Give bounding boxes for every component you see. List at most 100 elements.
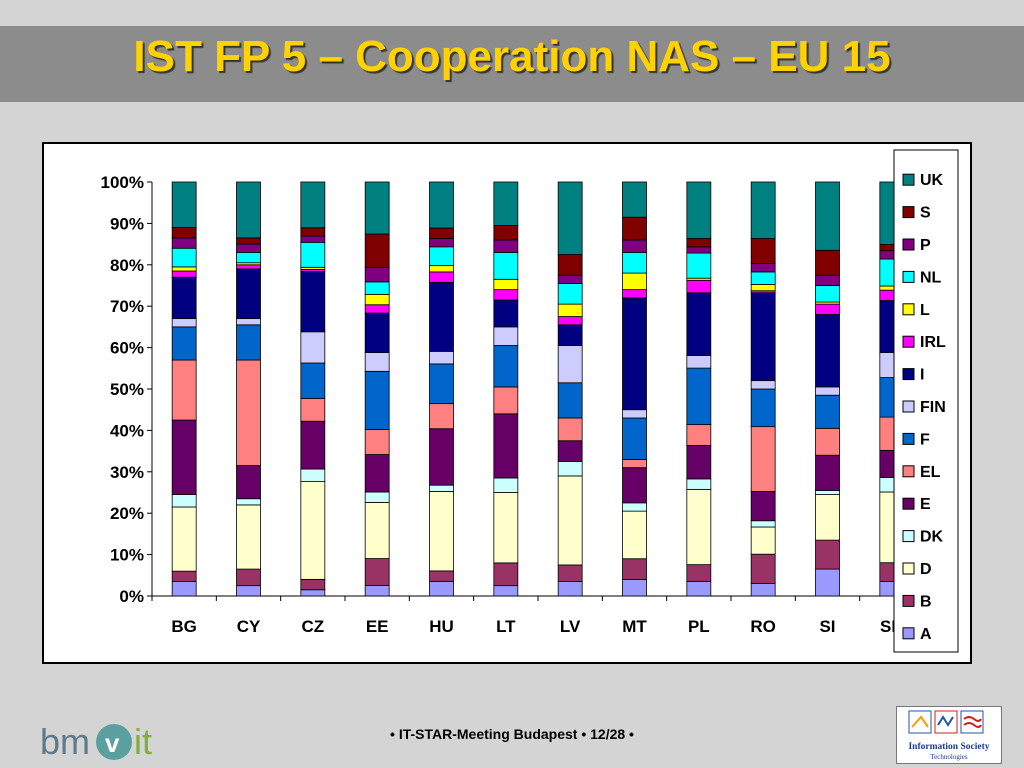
x-tick-label: BG <box>171 617 197 636</box>
bar-hu-irl <box>429 271 454 283</box>
bar-si-b <box>815 539 840 570</box>
bar-pl-d <box>686 488 712 566</box>
bar-hu-d <box>429 491 454 572</box>
bar-cz-a <box>300 589 326 597</box>
svg-text:Technologies: Technologies <box>930 753 967 761</box>
bar-pl-f <box>686 367 712 425</box>
bar-mt-i <box>622 297 647 411</box>
bar-ee-a <box>364 585 390 597</box>
bar-si-a <box>815 568 840 597</box>
legend-swatch-f <box>902 432 915 445</box>
legend-label-p: P <box>920 237 931 254</box>
bar-lv-dk <box>557 461 583 477</box>
bar-pl-dk <box>686 478 712 490</box>
bar-hu-f <box>429 363 454 405</box>
bar-hu-s <box>429 227 454 239</box>
bar-hu-el <box>429 403 454 430</box>
legend-swatch-dk <box>902 530 915 543</box>
bar-mt-p <box>622 239 647 253</box>
bar-lt-uk <box>493 181 519 226</box>
bar-cy-a <box>236 585 261 597</box>
bar-lv-a <box>557 581 583 597</box>
bar-cz-el <box>300 397 326 422</box>
bar-cy-i <box>236 268 261 320</box>
bar-pl-el <box>686 424 712 446</box>
bar-lt-fin <box>493 326 519 346</box>
bar-cz-i <box>300 271 326 333</box>
legend-label-e: E <box>920 496 931 513</box>
bar-ro-i <box>750 292 776 382</box>
bar-ro-dk <box>750 520 776 528</box>
bar-mt-e <box>622 467 647 504</box>
bar-si-p <box>815 274 840 286</box>
bar-ee-uk <box>364 181 390 235</box>
bar-lt-f <box>493 345 519 388</box>
legend-swatch-p <box>902 238 915 251</box>
bar-ee-p <box>364 266 390 283</box>
bar-cz-nl <box>300 241 326 268</box>
bar-lv-f <box>557 382 583 419</box>
bar-hu-a <box>429 580 454 597</box>
bar-bg-uk <box>171 181 197 228</box>
bar-lt-e <box>493 413 519 479</box>
bar-lv-s <box>557 254 583 276</box>
bar-hu-uk <box>429 181 454 229</box>
bar-cz-s <box>300 227 326 237</box>
bar-ee-fin <box>364 352 390 372</box>
bar-lt-d <box>493 492 519 564</box>
bar-bg-irl <box>171 270 197 278</box>
bar-hu-l <box>429 265 454 273</box>
bar-bg-s <box>171 227 197 239</box>
legend-swatch-uk <box>902 173 915 186</box>
bar-cy-dk <box>236 498 261 506</box>
bar-lv-nl <box>557 283 583 305</box>
y-tick-label: 0% <box>119 587 144 606</box>
bar-hu-e <box>429 428 454 486</box>
bar-ro-uk <box>750 181 776 239</box>
bar-cy-el <box>236 359 261 466</box>
bar-cy-f <box>236 324 261 361</box>
legend-swatch-l <box>902 303 915 316</box>
y-tick-label: 20% <box>110 504 144 523</box>
bar-ee-dk <box>364 491 390 503</box>
bar-pl-nl <box>686 252 712 279</box>
bar-mt-el <box>622 458 647 469</box>
bar-mt-fin <box>622 409 647 419</box>
x-tick-label: HU <box>429 617 454 636</box>
y-tick-label: 50% <box>110 380 144 399</box>
bar-lv-i <box>557 324 583 346</box>
x-tick-label: SI <box>819 617 835 636</box>
bar-ee-e <box>364 454 390 493</box>
bar-ee-s <box>364 233 390 268</box>
legend-label-uk: UK <box>920 172 944 189</box>
svg-text:it: it <box>134 721 152 762</box>
bar-ro-a <box>750 583 776 597</box>
bar-lt-l <box>493 278 519 291</box>
legend-label-f: F <box>920 431 930 448</box>
bar-si-e <box>815 454 840 491</box>
bar-lt-s <box>493 225 519 241</box>
bar-bg-f <box>171 326 197 361</box>
bar-ee-el <box>364 429 390 455</box>
bar-hu-i <box>429 281 454 352</box>
bar-lv-e <box>557 440 583 462</box>
bar-pl-p <box>686 246 712 254</box>
bar-ro-f <box>750 388 776 428</box>
bar-ro-l <box>750 284 776 292</box>
svg-text:Information Society: Information Society <box>908 742 989 752</box>
legend-label-irl: IRL <box>920 334 946 351</box>
bar-ee-irl <box>364 304 390 314</box>
legend-label-dk: DK <box>920 529 944 546</box>
bar-pl-fin <box>686 355 712 369</box>
bar-cy-nl <box>236 251 261 264</box>
bar-pl-irl <box>686 279 712 294</box>
bar-pl-a <box>686 580 712 597</box>
bar-pl-e <box>686 445 712 480</box>
bar-bg-d <box>171 506 197 572</box>
legend-swatch-nl <box>902 270 915 283</box>
bar-ro-e <box>750 491 776 522</box>
bar-si-i <box>815 314 840 388</box>
legend-label-s: S <box>920 205 931 222</box>
bar-bg-fin <box>171 318 197 328</box>
y-tick-label: 10% <box>110 546 144 565</box>
